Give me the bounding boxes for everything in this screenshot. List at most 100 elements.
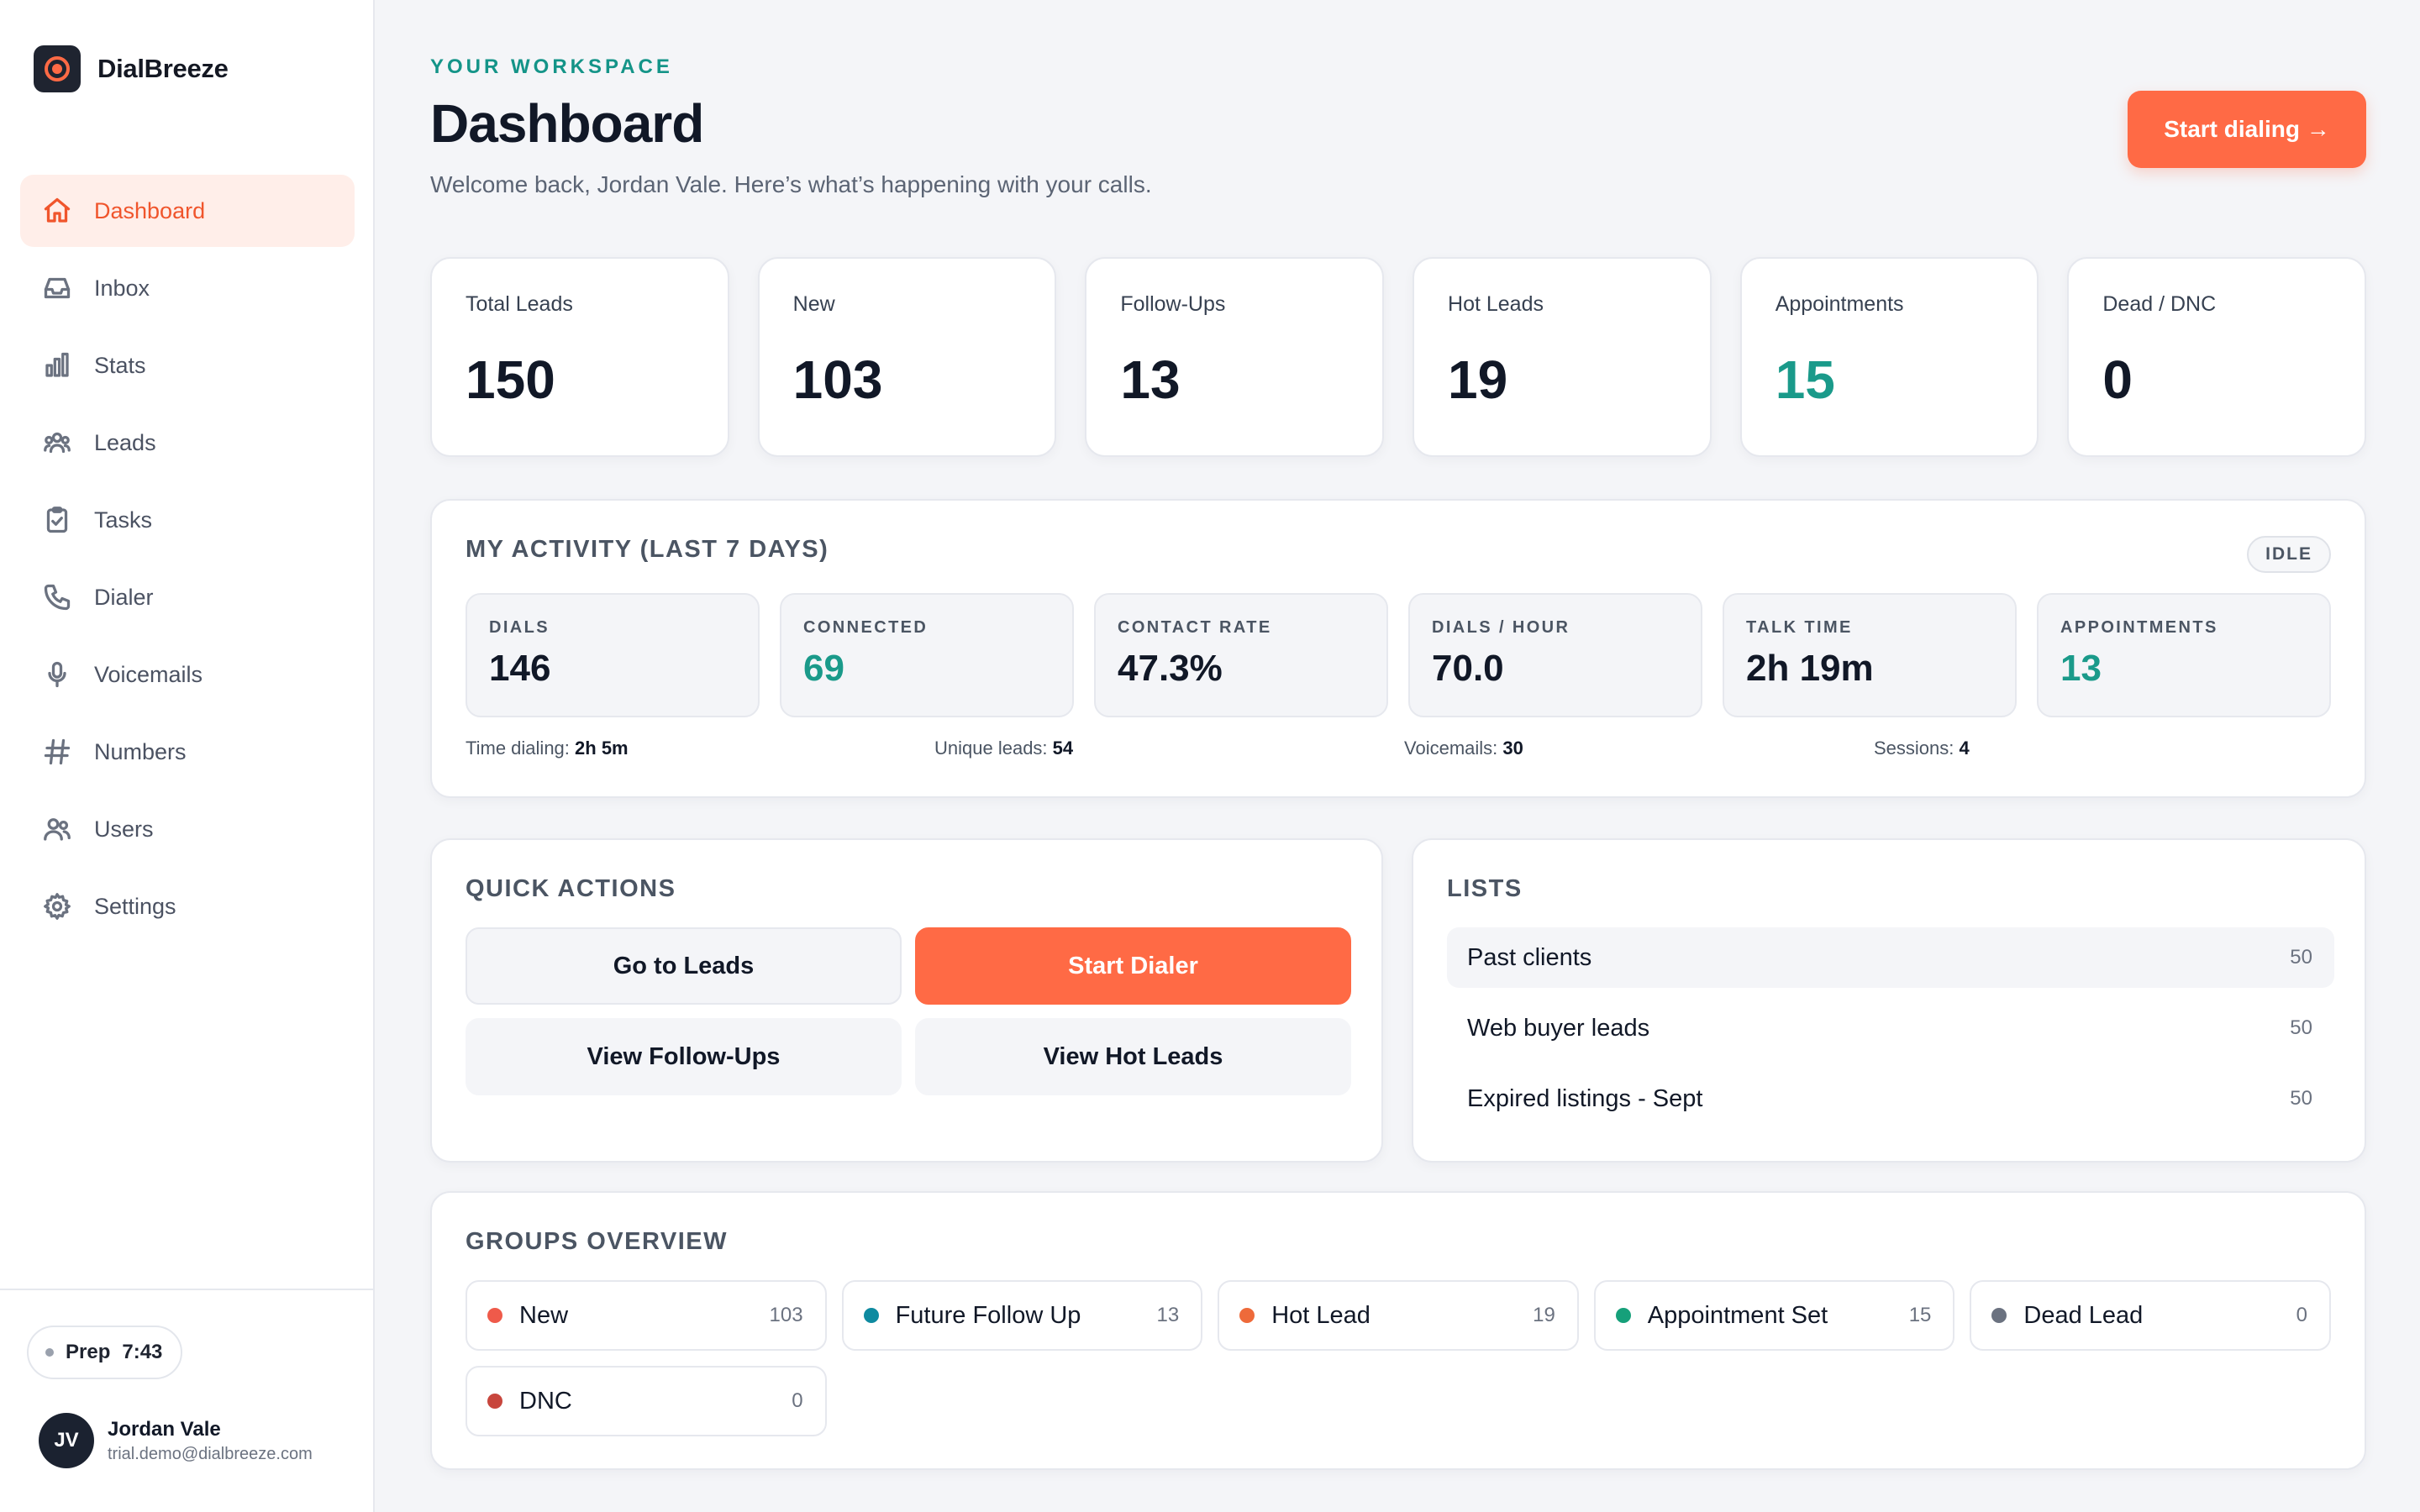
sidebar-item-dashboard[interactable]: Dashboard — [20, 175, 355, 247]
start-dialing-button[interactable]: Start dialing → — [2128, 91, 2366, 168]
summary-value: 4 — [1959, 738, 1970, 759]
sidebar-item-numbers[interactable]: Numbers — [20, 716, 355, 788]
activity-card: MY ACTIVITY (LAST 7 DAYS) IDLE DIALS 146… — [430, 499, 2366, 798]
list-count: 50 — [2290, 1016, 2312, 1039]
stat-card-total-leads[interactable]: Total Leads 150 — [430, 257, 729, 457]
stat-label: New — [792, 292, 835, 316]
metric-dials: DIALS 146 — [466, 593, 760, 717]
group-chip-appointment-set[interactable]: Appointment Set 15 — [1593, 1280, 1955, 1351]
sidebar-footer: Prep 7:43 JV Jordan Vale trial.demo@dial… — [0, 1289, 375, 1512]
view-follow-ups-button[interactable]: View Follow-Ups — [466, 1018, 902, 1095]
status-dot — [45, 1348, 54, 1357]
hash-icon — [40, 735, 74, 769]
stat-value: 0 — [2102, 349, 2133, 410]
sidebar-item-label: Leads — [94, 429, 156, 455]
sidebar-item-leads[interactable]: Leads — [20, 407, 355, 479]
group-color-dot — [1991, 1308, 2007, 1323]
group-chip-future-follow-up[interactable]: Future Follow Up 13 — [841, 1280, 1203, 1351]
stat-card-appointments[interactable]: Appointments 15 — [1739, 257, 2039, 457]
user-name: Jordan Vale — [108, 1417, 221, 1441]
sidebar-item-label: Inbox — [94, 275, 150, 301]
lists-rows: Past clients 50 Web buyer leads 50 Expir… — [1447, 927, 2334, 1139]
bar-chart-icon — [40, 349, 74, 382]
metric-contact-rate: CONTACT RATE 47.3% — [1094, 593, 1388, 717]
prep-label: Prep — [66, 1341, 111, 1363]
summary-label: Voicemails: — [1404, 738, 1498, 759]
group-count: 103 — [769, 1304, 803, 1326]
stat-card-dead-dnc[interactable]: Dead / DNC 0 — [2067, 257, 2367, 457]
sidebar-item-stats[interactable]: Stats — [20, 329, 355, 402]
clipboard-check-icon — [40, 503, 74, 537]
metric-value: 146 — [489, 648, 551, 689]
user-email: trial.demo@dialbreeze.com — [108, 1444, 313, 1463]
sidebar-item-users[interactable]: Users — [20, 793, 355, 865]
list-name: Expired listings - Sept — [1467, 1084, 1703, 1112]
brand[interactable]: DialBreeze — [34, 45, 229, 92]
page-title: Dashboard — [430, 93, 704, 154]
summary-label: Sessions: — [1874, 738, 1954, 759]
group-count: 19 — [1533, 1304, 1555, 1326]
lists-card: LISTS Past clients 50 Web buyer leads 50… — [1412, 838, 2366, 1163]
quick-actions-title: QUICK ACTIONS — [466, 875, 676, 902]
user-info: Jordan Vale trial.demo@dialbreeze.com — [108, 1418, 313, 1464]
sidebar-item-voicemails[interactable]: Voicemails — [20, 638, 355, 711]
status-badge: IDLE — [2247, 536, 2331, 573]
phone-icon — [40, 580, 74, 614]
activity-title: MY ACTIVITY (LAST 7 DAYS) — [466, 536, 829, 563]
group-count: 15 — [1908, 1304, 1932, 1326]
group-name: Hot Lead — [1271, 1301, 1370, 1329]
group-color-dot — [1239, 1308, 1255, 1323]
go-to-leads-button[interactable]: Go to Leads — [466, 927, 902, 1005]
summary-unique-leads: Unique leads: 54 — [934, 738, 1073, 759]
list-item[interactable]: Expired listings - Sept 50 — [1447, 1068, 2334, 1129]
metric-connected: CONNECTED 69 — [780, 593, 1074, 717]
summary-time-dialing: Time dialing: 2h 5m — [466, 738, 629, 759]
sidebar-item-label: Users — [94, 816, 154, 842]
prep-timer-pill[interactable]: Prep 7:43 — [27, 1326, 183, 1379]
activity-metrics: DIALS 146 CONNECTED 69 CONTACT RATE 47.3… — [466, 593, 2331, 717]
summary-value: 30 — [1502, 738, 1523, 759]
user-profile[interactable]: JV Jordan Vale trial.demo@dialbreeze.com — [39, 1413, 313, 1468]
group-count: 0 — [792, 1389, 803, 1412]
sidebar-item-tasks[interactable]: Tasks — [20, 484, 355, 556]
group-name: Appointment Set — [1647, 1301, 1828, 1329]
page-eyebrow: YOUR WORKSPACE — [430, 55, 673, 78]
group-chip-dead-lead[interactable]: Dead Lead 0 — [1970, 1280, 2331, 1351]
group-chip-dnc[interactable]: DNC 0 — [466, 1366, 827, 1436]
view-hot-leads-button[interactable]: View Hot Leads — [915, 1018, 1351, 1095]
lists-title: LISTS — [1447, 875, 1523, 902]
stat-card-hot-leads[interactable]: Hot Leads 19 — [1413, 257, 1712, 457]
metric-label: CONNECTED — [803, 618, 929, 637]
stat-label: Appointments — [1775, 292, 1904, 316]
sidebar-item-label: Tasks — [94, 507, 153, 533]
group-chip-new[interactable]: New 103 — [466, 1280, 827, 1351]
list-item[interactable]: Web buyer leads 50 — [1447, 998, 2334, 1058]
group-count: 0 — [2296, 1304, 2307, 1326]
summary-label: Time dialing: — [466, 738, 570, 759]
list-name: Web buyer leads — [1467, 1014, 1650, 1042]
stat-cards: Total Leads 150 New 103 Follow-Ups 13 Ho… — [430, 257, 2367, 457]
metric-dials-per-hour: DIALS / HOUR 70.0 — [1408, 593, 1702, 717]
groups-title: GROUPS OVERVIEW — [466, 1228, 729, 1255]
metric-talk-time: TALK TIME 2h 19m — [1723, 593, 2017, 717]
sidebar-item-inbox[interactable]: Inbox — [20, 252, 355, 324]
metric-value: 69 — [803, 648, 844, 689]
metric-label: DIALS — [489, 618, 550, 637]
list-count: 50 — [2290, 1087, 2312, 1110]
people-icon — [40, 426, 74, 459]
sidebar-item-dialer[interactable]: Dialer — [20, 561, 355, 633]
group-chip-hot-lead[interactable]: Hot Lead 19 — [1218, 1280, 1579, 1351]
sidebar: DialBreeze Dashboard Inbox Stats Leads T… — [0, 0, 375, 1512]
list-item[interactable]: Past clients 50 — [1447, 927, 2334, 988]
stat-card-new[interactable]: New 103 — [757, 257, 1057, 457]
stat-card-follow-ups[interactable]: Follow-Ups 13 — [1085, 257, 1385, 457]
stat-label: Total Leads — [466, 292, 573, 316]
start-dialer-button[interactable]: Start Dialer — [915, 927, 1351, 1005]
summary-value: 54 — [1052, 738, 1074, 759]
group-color-dot — [863, 1308, 879, 1323]
metric-appointments: APPOINTMENTS 13 — [2037, 593, 2331, 717]
stat-label: Hot Leads — [1448, 292, 1544, 316]
sidebar-item-settings[interactable]: Settings — [20, 870, 355, 942]
metric-value: 13 — [2060, 648, 2102, 689]
group-name: New — [519, 1301, 569, 1329]
